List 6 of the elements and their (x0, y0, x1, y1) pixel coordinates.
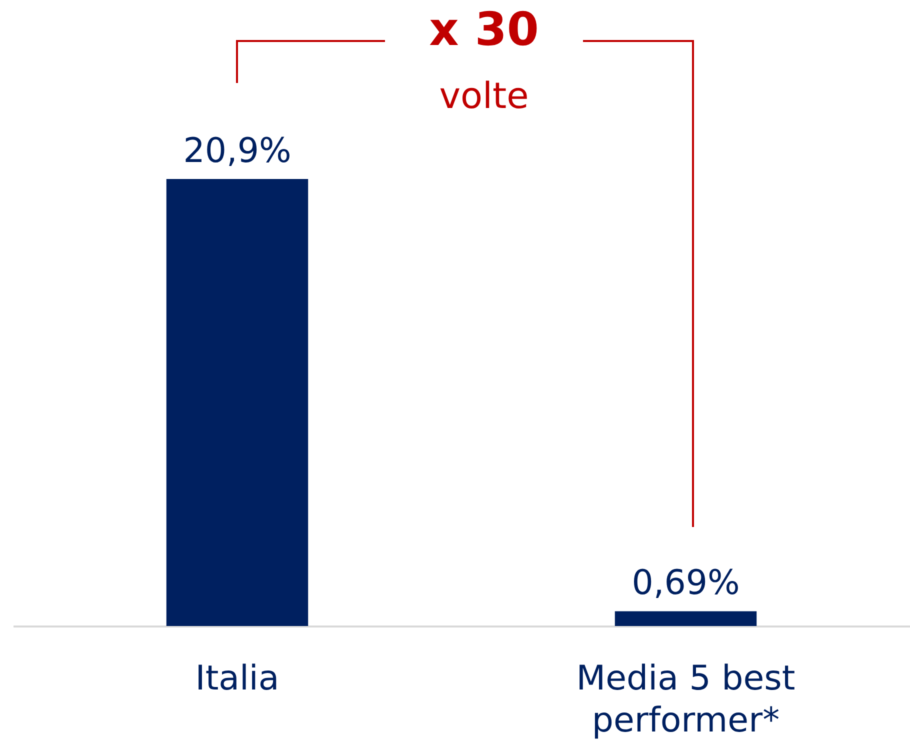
text: volte (438, 76, 530, 117)
text: x 30 (428, 2, 540, 56)
x-tick-label: Italia (195, 658, 280, 698)
data-label: 20,9% (183, 131, 292, 171)
data-label: 0,69% (632, 563, 740, 604)
x-tick-label: Media 5 best performer* (576, 658, 796, 740)
